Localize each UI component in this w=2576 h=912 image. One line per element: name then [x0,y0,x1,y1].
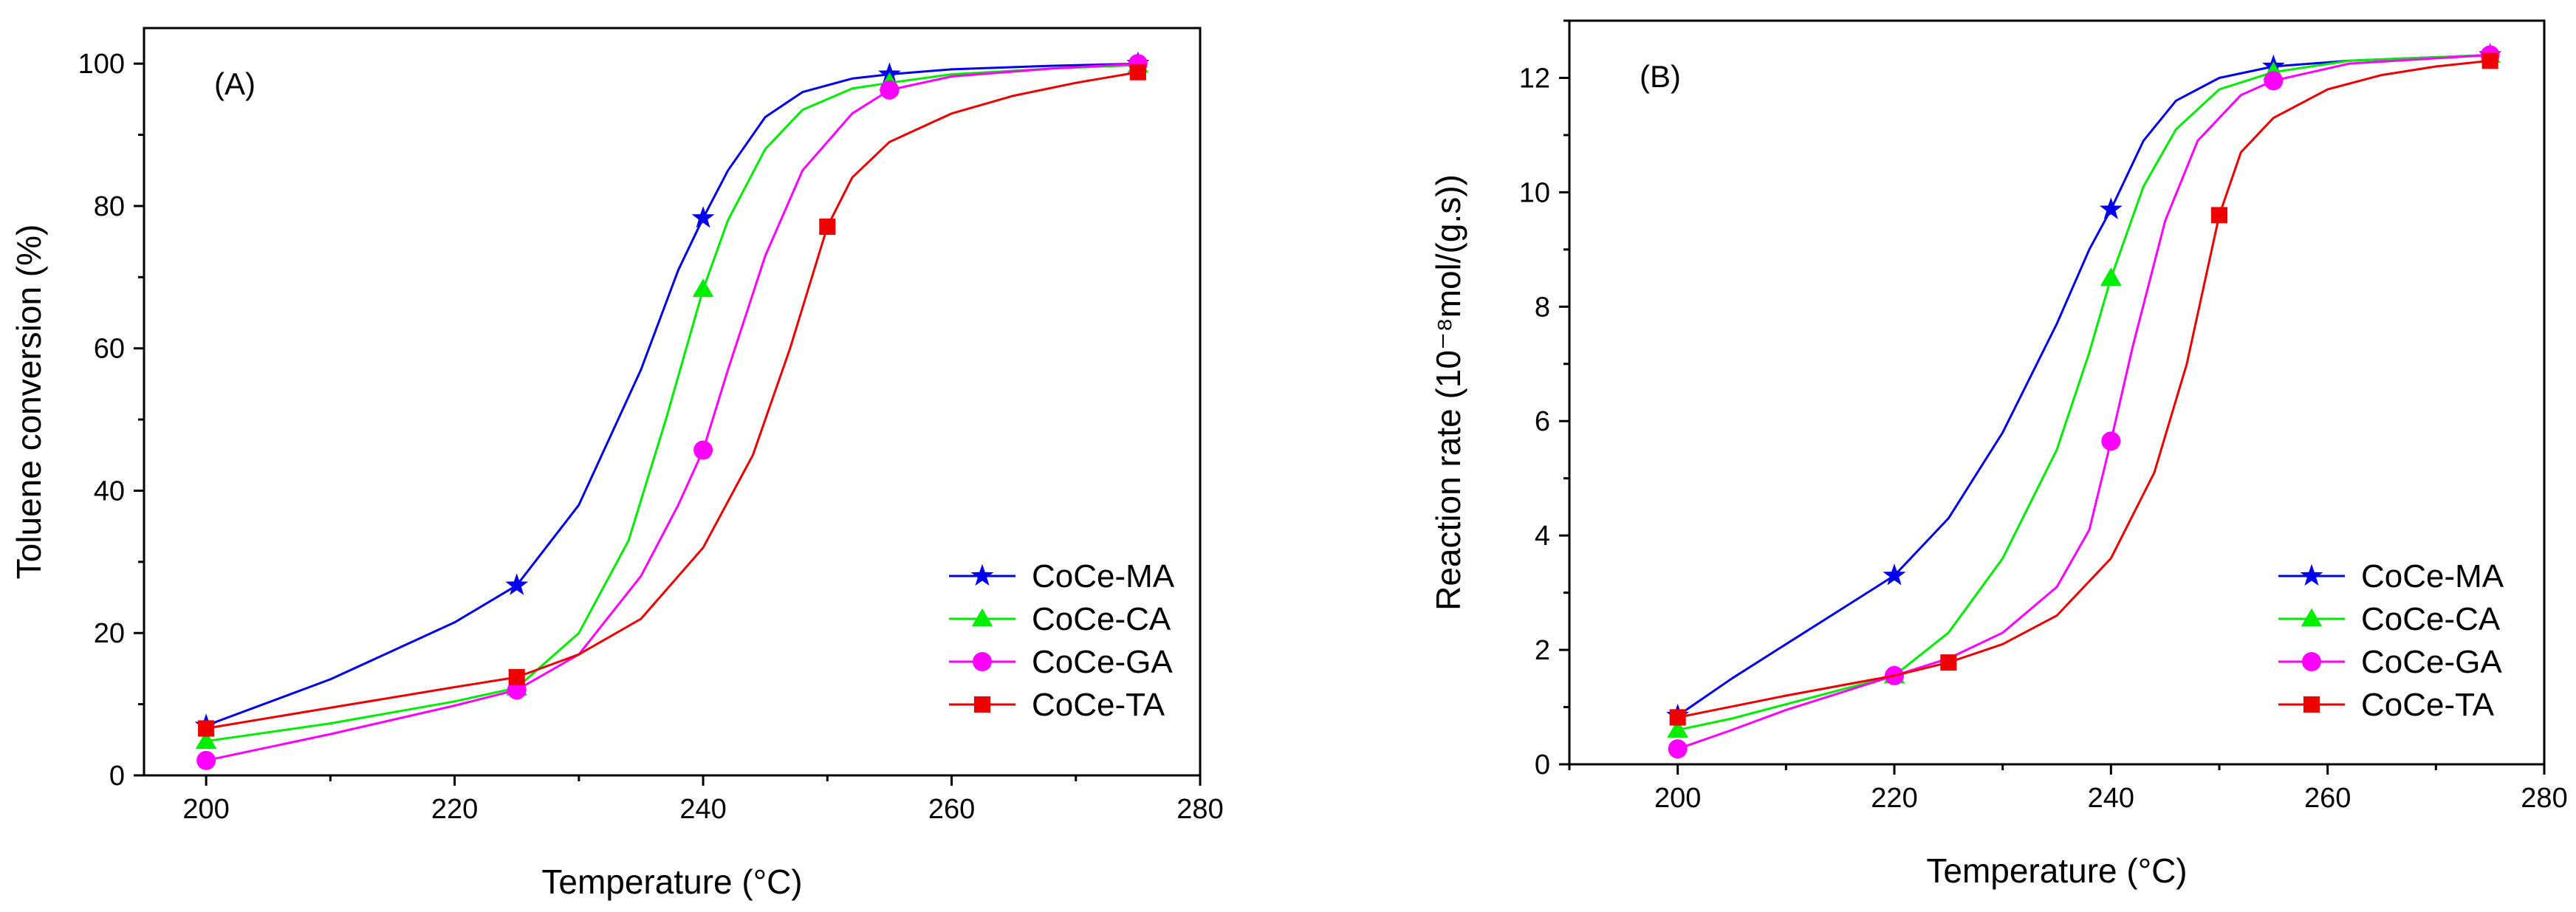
legend-label: CoCe-TA [2361,687,2495,723]
data-point [1883,563,1906,586]
data-point [2210,207,2228,224]
y-tick-label: 100 [78,49,125,80]
legend-label: CoCe-GA [1032,644,1173,680]
data-point [1667,719,1688,738]
plot-frame [1568,19,2546,766]
data-point [1129,64,1146,80]
data-point [196,750,216,770]
data-point [693,440,713,460]
y-tick-label: 2 [1535,635,1550,666]
legend-entry: CoCe-MA [949,558,1175,594]
data-point [2264,71,2284,91]
data-point [195,730,217,750]
legend-marker [2303,696,2320,713]
x-tick-label: 260 [2304,783,2351,814]
panel-label: (B) [1640,59,1681,94]
legend-marker [971,608,993,627]
series-line [205,62,1138,727]
data-point [880,80,900,100]
legend-label: CoCe-MA [2361,558,2504,594]
y-axis-title: Reaction rate (10⁻⁸mol/(g.s)) [1429,174,1467,611]
data-point [1669,709,1686,726]
legend-entry: CoCe-TA [949,687,1165,723]
series-line [1677,59,2490,719]
data-point [691,206,715,228]
y-tick-label: 80 [94,191,125,222]
legend-marker [973,652,992,671]
y-tick-label: 6 [1535,406,1550,437]
legend-label: CoCe-TA [1032,687,1165,723]
x-axis-title: Temperature (°C) [541,863,802,901]
panel-label: (A) [214,66,256,101]
y-tick-label: 8 [1535,292,1550,323]
x-tick-label: 280 [1176,794,1223,825]
y-tick-label: 0 [1535,750,1550,781]
legend-marker [2301,608,2323,627]
legend-entry: CoCe-CA [2278,601,2501,637]
x-tick-label: 260 [928,794,975,825]
y-tick-label: 20 [94,618,125,649]
legend-marker [973,696,991,713]
legend-label: CoCe-CA [2361,601,2501,637]
series-line [205,71,1139,730]
series-line [1677,54,2490,750]
x-tick-label: 240 [679,794,726,825]
x-tick-label: 200 [182,794,229,825]
legend-entry: CoCe-GA [949,644,1173,680]
data-point [2101,431,2121,451]
series-line [1677,54,2490,731]
data-point [819,218,836,235]
legend-marker [970,563,994,586]
x-tick-label: 240 [2088,783,2134,814]
series-coce-ta [198,64,1146,737]
data-point [508,668,525,686]
series-coce-ca [195,54,1149,750]
data-point [1940,654,1957,671]
y-tick-label: 0 [109,761,125,792]
y-tick-label: 60 [94,334,125,365]
x-axis-title: Temperature (°C) [1926,851,2187,890]
y-tick-label: 12 [1519,63,1550,94]
chart-panel-b: 200 220 240 260 280 0 2 4 6 8 10 12 Temperature (°C)… [1429,19,2568,890]
x-tick-label: 220 [1871,783,1917,814]
chart-panel-a: 200 220 240 260 280 0 20 40 60 80 100 Temperature (… [10,27,1224,901]
y-tick-label: 10 [1519,177,1550,208]
series-coce-ma [194,51,1150,736]
series-line [205,64,1138,743]
series-line [205,62,1138,762]
data-point [2481,52,2498,69]
legend-marker [2302,652,2321,671]
legend-entry: CoCe-GA [2278,644,2502,680]
data-point [2100,267,2122,286]
y-axis-title: Toluene conversion (%) [10,224,48,580]
legend-entry: CoCe-MA [2278,558,2504,594]
data-point [505,573,529,595]
data-point [692,278,714,298]
data-point [2099,197,2123,219]
series-line [1676,54,2490,717]
legend-entry: CoCe-TA [2278,687,2495,723]
series-coce-ta [1669,52,2498,726]
data-point [198,720,215,737]
legend-entry: CoCe-CA [949,601,1171,637]
x-tick-label: 280 [2521,783,2567,814]
data-point [1668,739,1688,759]
y-tick-label: 40 [94,476,125,507]
legend-label: CoCe-GA [2361,644,2502,680]
x-tick-label: 200 [1654,783,1701,814]
x-tick-label: 220 [431,794,478,825]
legend-marker [2300,563,2323,586]
plot-frame [143,27,1202,777]
y-tick-label: 4 [1535,521,1550,552]
legend-label: CoCe-CA [1032,601,1171,637]
legend-label: CoCe-MA [1032,558,1175,594]
